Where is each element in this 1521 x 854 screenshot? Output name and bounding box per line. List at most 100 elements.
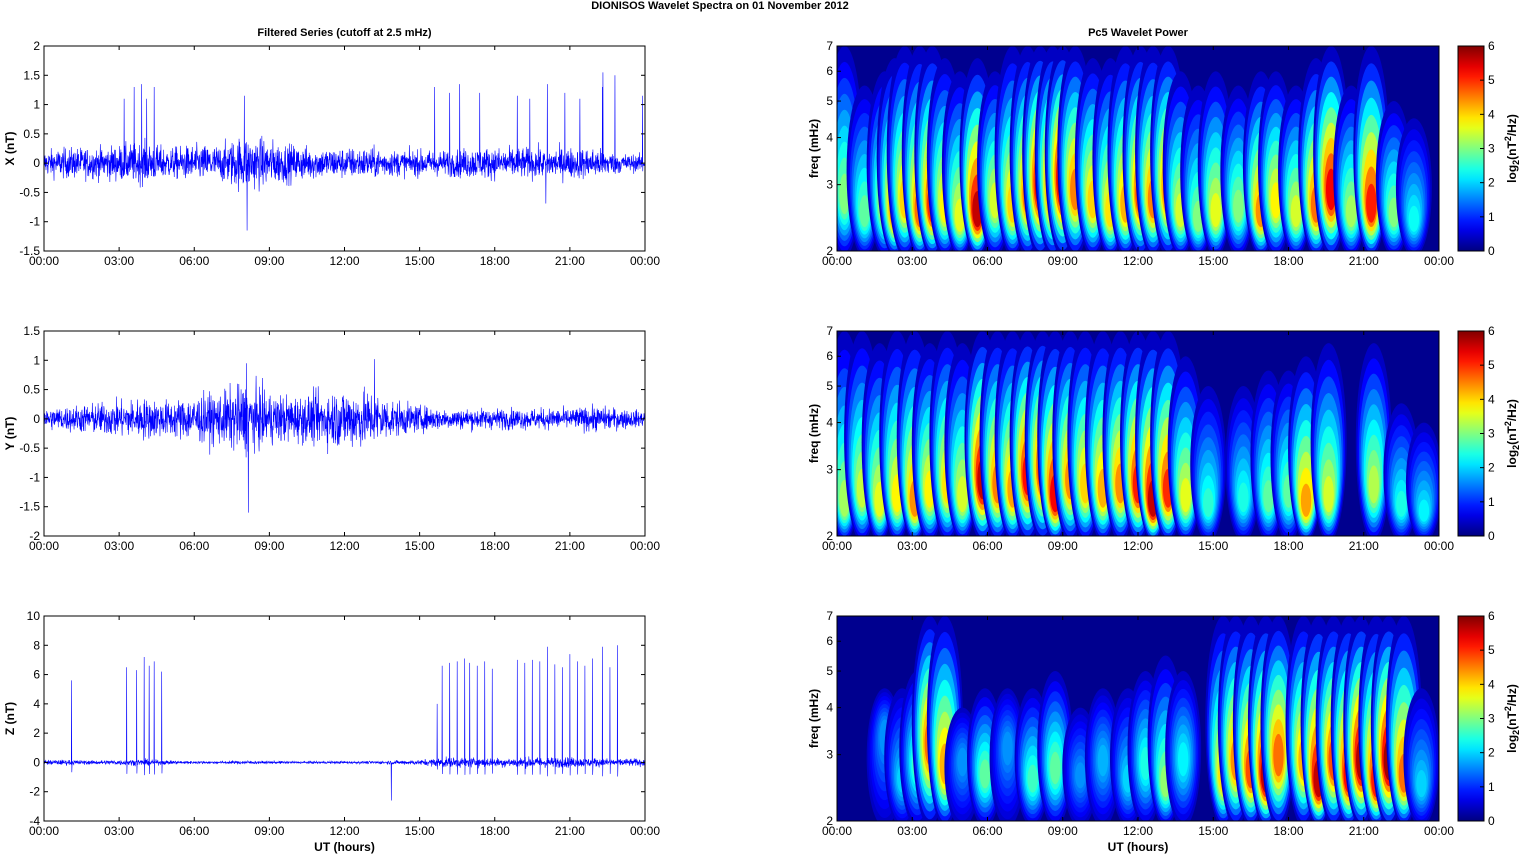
y-series-ytick-label: -1.5 [19,500,40,514]
z-spectrum-contour-level [1075,762,1086,789]
y-series-xtick-label: 12:00 [329,539,359,553]
z-series-ytick-label: 10 [27,609,41,623]
x-spectrum-ytick-label: 4 [826,131,833,145]
x-spectrum-colorbar-tick-label: 6 [1488,39,1495,53]
y-spectrum-colorbar: 0 1 2 3 4 5 6 log2(nT2/Hz) [1457,324,1521,543]
y-series-trace-line [43,359,646,513]
y-spectrum-colorbar-tick-label: 2 [1488,461,1495,475]
z-spectrum-colorbar-tick-label: 4 [1488,677,1495,691]
x-spectrum-ytick-label: 6 [826,64,833,78]
y-spectrum-power-blob [1225,386,1262,536]
y-spectrum-contour-level [1300,483,1312,517]
x-series-ylabel: X (nT) [3,132,17,166]
z-spectrum-xtick-label: 06:00 [972,824,1002,838]
x-spectrum-ytick-label: 2 [826,244,833,258]
x-spectrum-power-blob [1395,118,1432,251]
z-series-xtick-label: 12:00 [329,824,359,838]
x-spectrum-colorbar-tick-label: 2 [1488,176,1495,190]
x-spectrum-contour-level [859,195,870,228]
y-spectrum-xtick-label: 09:00 [1048,539,1078,553]
x-spectrum-contour-level [1210,192,1221,228]
x-series-title: Filtered Series (cutoff at 2.5 mHz) [257,27,432,39]
y-spectrum-ytick-label: 7 [826,324,833,338]
x-series-xtick-label: 00:00 [29,254,59,268]
x-series-ytick-label: -1 [29,215,40,229]
z-spectrum-ytick-label: 2 [826,814,833,828]
z-spectrum-power-blob [1084,688,1121,821]
z-series-xtick-label: 21:00 [555,824,585,838]
x-spectrum-colorbar-tick-label: 3 [1488,142,1495,156]
z-spectrum-power-blob [1403,688,1439,821]
z-series-xtick-label: 06:00 [179,824,209,838]
x-series-ytick-label: 1.5 [23,68,40,82]
z-series-ytick-label: 6 [33,668,40,682]
y-spectrum-colorbar-tick-label: 0 [1488,529,1495,543]
z-spectrum-power-blob [1165,671,1202,821]
x-series-xtick-label: 00:00 [630,254,660,268]
y-spectrum-xtick-label: 06:00 [972,539,1002,553]
z-spectrum-xtick-label: 18:00 [1273,824,1303,838]
y-series-xtick-label: 09:00 [254,539,284,553]
x-series-ytick-label: 2 [33,39,40,53]
z-series-ytick-label: 4 [33,697,40,711]
x-series-panel: Filtered Series (cutoff at 2.5 mHz) -1.5 -… [3,27,660,268]
y-spectrum-power-blob [1190,386,1227,536]
z-spectrum-contour-level [1002,731,1013,766]
y-spectrum-colorbar-tick-label: 1 [1488,495,1495,509]
y-spectrum-contour-level [957,476,968,513]
z-spectrum-xtick-label: 12:00 [1123,824,1153,838]
z-spectrum-xtick-label: 03:00 [897,824,927,838]
y-spectrum-colorbar-label: log2(nT2/Hz) [1503,399,1521,468]
z-spectrum-colorbar-tick-label: 5 [1488,643,1495,657]
y-spectrum-colorbar-tick-label: 6 [1488,324,1495,338]
z-series-xtick-label: 18:00 [480,824,510,838]
z-spectrum-colorbar: 0 1 2 3 4 5 6 log2(nT2/Hz) [1457,609,1521,828]
x-spectrum-xtick-label: 21:00 [1349,254,1379,268]
y-spectrum-contour-level [1263,480,1274,513]
z-spectrum-colorbar-tick-label: 2 [1488,746,1495,760]
z-series-ytick-label: 8 [33,638,40,652]
y-series-ytick-label: 1.5 [23,324,40,338]
y-spectrum-ytick-label: 4 [826,416,833,430]
y-spectrum-contour-level [1180,477,1191,513]
y-series-ytick-label: -2 [29,529,40,543]
x-spectrum-xtick-label: 18:00 [1273,254,1303,268]
y-spectrum-xtick-label: 00:00 [1424,539,1454,553]
z-spectrum-ylabel: freq (mHz) [807,689,821,748]
x-spectrum-ytick-label: 5 [826,94,833,108]
x-series-xtick-label: 18:00 [480,254,510,268]
x-spectrum-xtick-label: 06:00 [972,254,1002,268]
x-spectrum-colorbar-tick-label: 0 [1488,244,1495,258]
z-spectrum-contour-level [1097,744,1109,777]
x-series-ytick-label: -0.5 [19,185,40,199]
y-series-xtick-label: 15:00 [405,539,435,553]
z-spectrum-colorbar-tick-label: 1 [1488,780,1495,794]
z-spectrum-power-blob [989,688,1026,821]
x-spectrum-contour-level [1233,189,1244,223]
z-series-xtick-label: 09:00 [254,824,284,838]
z-series-ytick-label: -4 [29,814,40,828]
y-series-panel: -2 -1.5 -1 -0.5 0 0.5 1 1.5 00:00 03:00 06:00 09:00… [3,324,660,553]
z-spectrum-ytick-label: 5 [826,664,833,678]
x-spectrum-xtick-label: 03:00 [897,254,927,268]
z-spectrum-contour-level [957,747,968,777]
z-spectrum-xtick-label: 21:00 [1349,824,1379,838]
y-spectrum-xtick-label: 00:00 [822,539,852,553]
y-spectrum-colorbar-gradient [1457,330,1485,537]
x-series-xtick-label: 21:00 [555,254,585,268]
z-spectrum-ytick-label: 7 [826,609,833,623]
z-series-ytick-label: 0 [33,755,40,769]
x-spectrum-colorbar-tick-label: 5 [1488,73,1495,87]
y-series-ytick-label: 0 [33,412,40,426]
z-series-xtick-label: 03:00 [104,824,134,838]
x-series-xtick-label: 15:00 [405,254,435,268]
x-spectrum-xtick-label: 09:00 [1048,254,1078,268]
y-spectrum-contour-level [1238,482,1249,513]
y-series-ytick-label: -0.5 [19,441,40,455]
y-series-xtick-label: 06:00 [179,539,209,553]
z-spectrum-ytick-label: 3 [826,748,833,762]
z-spectrum-ytick-label: 4 [826,701,833,715]
x-series-trace-line [43,72,646,231]
x-series-ytick-label: 1 [33,98,40,112]
x-spectrum-ylabel: freq (mHz) [807,119,821,178]
